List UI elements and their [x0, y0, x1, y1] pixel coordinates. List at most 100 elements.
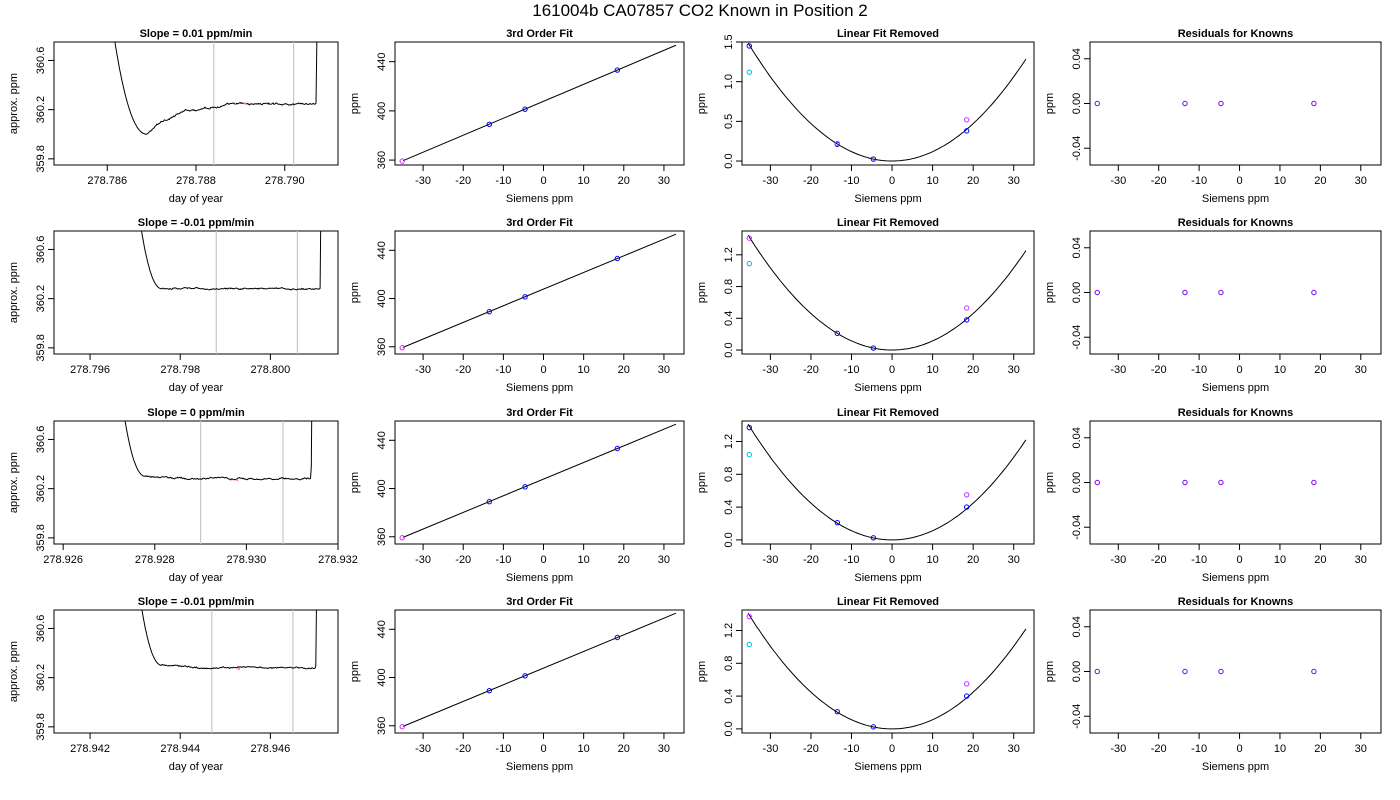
plot-area	[141, 231, 322, 354]
y-axis-label: ppm	[1044, 282, 1056, 303]
plot-frame	[394, 420, 685, 545]
x-axis-label: Siemens ppm	[854, 761, 921, 773]
data-point	[746, 69, 752, 75]
y-axis-label: approx. ppm	[8, 73, 20, 134]
data-point	[834, 330, 841, 337]
data-point	[746, 451, 752, 458]
data-point	[1182, 668, 1188, 675]
x-tick-label: 20	[618, 175, 630, 187]
x-tick-label: 20	[967, 554, 979, 566]
x-tick-label: 278.944	[160, 743, 200, 755]
data-point	[1311, 668, 1317, 675]
x-axis-label: Siemens ppm	[506, 572, 573, 584]
x-tick-label: -30	[1110, 554, 1126, 566]
data-point	[486, 121, 493, 127]
plot-frame	[741, 420, 1035, 545]
panel-title: 3rd Order Fit	[506, 217, 573, 229]
x-tick-label: 20	[618, 364, 630, 376]
y-tick-label: 0.04	[1071, 48, 1083, 69]
y-axis-label: ppm	[349, 472, 361, 493]
x-tick-label: 0	[1236, 554, 1242, 566]
x-tick-label: 0	[889, 175, 895, 187]
x-tick-label: -10	[1191, 554, 1207, 566]
y-axis-label: ppm	[696, 93, 708, 114]
x-tick-label: 30	[1355, 175, 1367, 187]
trace-line	[124, 421, 313, 481]
x-tick-label: 278.932	[318, 554, 358, 566]
plot-area	[124, 421, 313, 544]
panel-resid-row-1: Residuals for Knowns -30 -20 -10 0 10 20 30 Siem…	[1044, 28, 1382, 205]
x-tick-label: 10	[926, 554, 938, 566]
panel-title: Slope = -0.01 ppm/min	[138, 217, 255, 229]
x-axis-label: Siemens ppm	[1202, 193, 1269, 205]
x-axis-label: Siemens ppm	[854, 572, 921, 584]
fit-line	[402, 612, 677, 727]
y-axis-label: approx. ppm	[8, 262, 20, 323]
y-tick-label: 0.00	[1071, 661, 1083, 682]
y-axis-label: ppm	[696, 472, 708, 493]
panel-title: Residuals for Knowns	[1178, 407, 1294, 419]
plot-frame	[53, 230, 339, 355]
panel-title: Residuals for Knowns	[1178, 596, 1294, 608]
data-point	[1218, 100, 1224, 107]
y-tick-label: 400	[376, 479, 388, 497]
data-point	[746, 641, 752, 648]
panel-title: Linear Fit Removed	[837, 596, 939, 608]
x-axis-label: Siemens ppm	[854, 193, 921, 205]
x-tick-label: -30	[762, 175, 778, 187]
x-tick-label: -30	[762, 364, 778, 376]
data-point	[870, 724, 877, 730]
x-tick-label: -10	[844, 175, 860, 187]
data-point	[486, 687, 493, 694]
x-tick-label: 30	[658, 554, 670, 566]
y-tick-label: 400	[376, 289, 388, 307]
plot-frame	[741, 609, 1035, 734]
y-tick-label: 0.00	[1071, 282, 1083, 303]
x-tick-label: 20	[618, 743, 630, 755]
x-tick-label: -20	[1151, 554, 1167, 566]
y-axis-label: ppm	[349, 661, 361, 682]
x-tick-label: -30	[1110, 743, 1126, 755]
x-tick-label: -20	[803, 554, 819, 566]
x-tick-label: 278.796	[70, 364, 110, 376]
data-point	[870, 345, 877, 351]
y-tick-label: 360.2	[35, 475, 47, 503]
data-point	[614, 255, 621, 262]
y-axis-label: approx. ppm	[8, 641, 20, 702]
x-tick-label: 278.930	[227, 554, 267, 566]
y-tick-label: 0.04	[1071, 237, 1083, 258]
quadratic-curve	[747, 612, 1027, 730]
x-tick-label: 30	[658, 175, 670, 187]
x-tick-label: 30	[1008, 743, 1020, 755]
panel-title: 3rd Order Fit	[506, 596, 573, 608]
x-tick-label: 10	[578, 364, 590, 376]
y-tick-label: -0.04	[1071, 704, 1083, 729]
y-tick-label: 359.8	[35, 524, 47, 552]
plot-area	[747, 234, 1027, 351]
plot-frame	[394, 230, 685, 355]
panel-quad-row-4: Linear Fit Removed -30 -20 -10 0 10 20 30 Siemen…	[696, 596, 1035, 773]
data-point	[522, 484, 528, 490]
figure-title: 161004b CA07857 CO2 Known in Position 2	[532, 1, 868, 20]
x-tick-label: 30	[1355, 364, 1367, 376]
y-axis-label: ppm	[1044, 661, 1056, 682]
data-point	[963, 681, 970, 687]
plot-frame	[53, 420, 339, 545]
y-tick-label: 360.6	[35, 47, 47, 75]
x-tick-label: 278.798	[160, 364, 200, 376]
plot-frame	[1089, 420, 1382, 545]
plot-area	[141, 610, 317, 733]
data-point	[1094, 289, 1100, 296]
x-tick-label: -10	[844, 743, 860, 755]
y-tick-label: 1.0	[723, 74, 735, 89]
data-point	[834, 519, 841, 526]
plot-area	[747, 423, 1027, 541]
x-tick-label: -30	[415, 743, 431, 755]
data-point	[486, 498, 493, 505]
data-point	[399, 724, 405, 730]
quadratic-curve	[747, 234, 1027, 351]
panel-quad-row-1: Linear Fit Removed -30 -20 -10 0 10 20 30 Siemen…	[696, 28, 1035, 205]
y-axis-label: ppm	[349, 93, 361, 114]
y-tick-label: 0.4	[723, 688, 735, 703]
y-axis-label: ppm	[696, 282, 708, 303]
